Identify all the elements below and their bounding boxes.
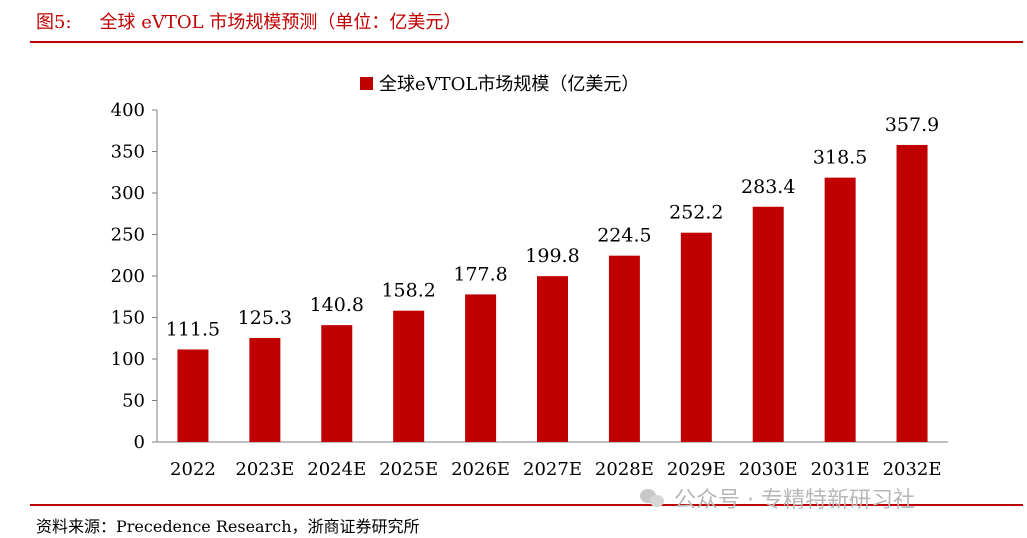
x-tick-label: 2022: [170, 459, 216, 480]
figure-title: 图5: 全球 eVTOL 市场规模预测（单位：亿美元）: [36, 8, 461, 34]
x-tick-label: 2027E: [523, 459, 582, 480]
bar: [177, 349, 209, 442]
chart-legend: 全球eVTOL市场规模（亿美元）: [360, 70, 639, 96]
wechat-icon: [640, 487, 666, 509]
y-tick-label: 0: [134, 432, 145, 453]
bar: [465, 294, 497, 442]
data-label: 111.5: [166, 318, 220, 340]
x-tick-label: 2032E: [883, 459, 942, 480]
x-tick-label: 2031E: [811, 459, 870, 480]
data-label: 158.2: [381, 280, 435, 302]
y-tick-label: 350: [111, 142, 145, 163]
bar: [393, 310, 425, 442]
bar: [680, 232, 712, 442]
data-label: 283.4: [741, 176, 795, 198]
data-label: 199.8: [525, 245, 579, 267]
bar: [249, 338, 281, 442]
x-tick-label: 2023E: [235, 459, 294, 480]
x-tick-label: 2025E: [379, 459, 438, 480]
y-tick-label: 250: [111, 225, 145, 246]
legend-label: 全球eVTOL市场规模（亿美元）: [379, 74, 640, 95]
data-label: 252.2: [669, 202, 723, 224]
data-label: 357.9: [885, 114, 939, 136]
top-rule: [30, 41, 1023, 43]
y-tick-label: 50: [122, 391, 145, 412]
y-tick-label: 300: [111, 183, 145, 204]
source-note: 资料来源：Precedence Research，浙商证券研究所: [36, 517, 420, 536]
bar: [537, 276, 568, 442]
y-tick-label: 150: [111, 308, 145, 329]
x-tick-label: 2030E: [739, 459, 798, 480]
y-tick-label: 400: [111, 100, 145, 121]
data-label: 318.5: [813, 147, 867, 169]
watermark-text: 公众号 · 专精特新研习社: [674, 488, 915, 513]
bar: [752, 206, 784, 442]
data-label: 177.8: [453, 263, 507, 285]
bar: [608, 255, 640, 442]
x-tick-label: 2029E: [667, 459, 726, 480]
bottom-rule: [30, 504, 1023, 506]
data-label: 125.3: [238, 307, 292, 329]
data-label: 224.5: [597, 225, 651, 247]
legend-swatch: [360, 76, 373, 90]
bar: [896, 144, 928, 442]
x-tick-label: 2024E: [307, 459, 366, 480]
y-tick-label: 200: [111, 266, 145, 287]
data-label: 140.8: [310, 294, 364, 316]
watermark: 公众号 · 专精特新研习社: [640, 482, 915, 514]
y-tick-label: 100: [111, 349, 145, 370]
x-tick-label: 2028E: [595, 459, 654, 480]
x-tick-label: 2026E: [451, 459, 510, 480]
bar: [824, 177, 856, 442]
bar: [321, 325, 353, 442]
figure-number: 图5:: [36, 12, 72, 33]
figure-caption: 全球 eVTOL 市场规模预测（单位：亿美元）: [99, 12, 462, 33]
